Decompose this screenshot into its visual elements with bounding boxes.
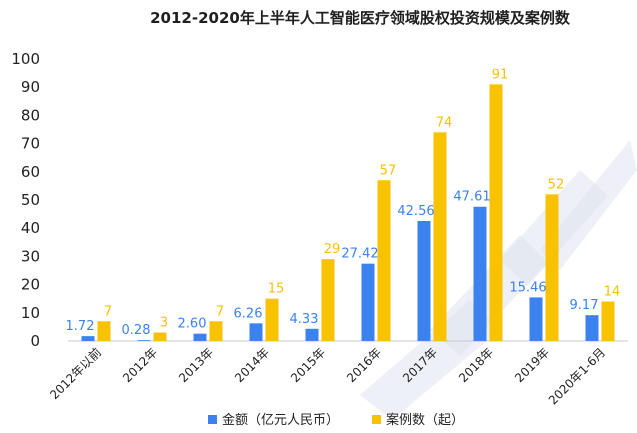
bar-cases-0 bbox=[97, 321, 111, 341]
data-label-cases-9: 14 bbox=[604, 285, 621, 300]
data-label-amount-7: 47.61 bbox=[453, 190, 490, 205]
bar-amount-1 bbox=[137, 340, 151, 341]
y-tick-label: 60 bbox=[21, 163, 40, 181]
data-label-amount-5: 27.42 bbox=[341, 247, 378, 262]
data-label-cases-5: 57 bbox=[380, 163, 397, 178]
bar-cases-3 bbox=[265, 298, 279, 341]
bar-cases-8 bbox=[545, 194, 559, 341]
y-axis: 0 10 20 30 40 50 60 70 80 90 100 bbox=[11, 50, 40, 350]
data-label-amount-8: 15.46 bbox=[509, 280, 546, 295]
data-label-cases-2: 7 bbox=[216, 304, 224, 319]
data-label-amount-2: 2.60 bbox=[178, 317, 207, 332]
legend-swatch-amount bbox=[208, 415, 217, 424]
bars-group bbox=[81, 84, 615, 341]
legend-label-cases: 案例数（起） bbox=[386, 413, 464, 428]
y-tick-label: 100 bbox=[11, 50, 40, 68]
bar-amount-3 bbox=[249, 323, 263, 341]
data-label-cases-4: 29 bbox=[324, 242, 341, 257]
x-tick-label: 2014年 bbox=[232, 345, 272, 385]
y-tick-label: 0 bbox=[30, 332, 40, 350]
y-tick-label: 30 bbox=[21, 247, 40, 265]
bar-amount-0 bbox=[81, 336, 95, 341]
x-tick-label: 2012年 bbox=[120, 345, 160, 385]
bar-amount-7 bbox=[473, 206, 487, 341]
x-tick-label: 2019年 bbox=[512, 345, 552, 385]
legend-label-amount: 金额（亿元人民币） bbox=[222, 412, 339, 428]
bar-amount-4 bbox=[305, 328, 319, 341]
data-label-cases-6: 74 bbox=[436, 115, 453, 130]
bar-cases-7 bbox=[489, 84, 503, 341]
data-label-cases-7: 91 bbox=[492, 67, 509, 82]
y-tick-label: 20 bbox=[21, 276, 40, 294]
legend-swatch-cases bbox=[372, 415, 381, 424]
y-tick-label: 40 bbox=[21, 219, 40, 237]
data-labels-group: 1.72 7 0.28 3 2.60 7 6.26 15 4.33 29 27.42 57 42.56 7… bbox=[66, 67, 621, 338]
y-tick-label: 50 bbox=[21, 191, 40, 209]
legend: 金额（亿元人民币） 案例数（起） bbox=[208, 412, 464, 428]
bar-cases-4 bbox=[321, 259, 335, 341]
y-tick-label: 10 bbox=[21, 304, 40, 322]
bar-cases-2 bbox=[209, 321, 223, 341]
data-label-amount-4: 4.33 bbox=[290, 312, 319, 327]
chart-title: 2012-2020年上半年人工智能医疗领域股权投资规模及案例数 bbox=[150, 9, 571, 27]
bar-amount-6 bbox=[417, 220, 431, 341]
data-label-amount-3: 6.26 bbox=[234, 306, 263, 321]
data-label-cases-0: 7 bbox=[104, 304, 112, 319]
x-tick-label: 2012年以前 bbox=[46, 345, 104, 403]
data-label-amount-1: 0.28 bbox=[122, 323, 151, 338]
x-axis: 2012年以前 2012年 2013年 2014年 2015年 2016年 2017年 201… bbox=[46, 345, 608, 408]
data-label-cases-8: 52 bbox=[548, 177, 565, 192]
data-label-amount-0: 1.72 bbox=[66, 319, 95, 334]
x-tick-label: 2020年1-6月 bbox=[546, 345, 608, 407]
bar-cases-1 bbox=[153, 332, 167, 341]
data-label-amount-6: 42.56 bbox=[397, 204, 434, 219]
bar-amount-8 bbox=[529, 297, 543, 341]
x-tick-label: 2016年 bbox=[344, 345, 384, 385]
bar-amount-2 bbox=[193, 333, 207, 341]
data-label-cases-3: 15 bbox=[268, 282, 285, 297]
bar-amount-5 bbox=[361, 263, 375, 341]
bar-cases-9 bbox=[601, 301, 615, 341]
bar-cases-5 bbox=[377, 180, 391, 341]
x-tick-label: 2015年 bbox=[288, 345, 328, 385]
y-tick-label: 90 bbox=[21, 78, 40, 96]
bar-amount-9 bbox=[585, 315, 599, 341]
bar-cases-6 bbox=[433, 132, 447, 341]
y-tick-label: 70 bbox=[21, 135, 40, 153]
data-label-cases-1: 3 bbox=[160, 316, 168, 331]
data-label-amount-9: 9.17 bbox=[570, 298, 599, 313]
x-tick-label: 2013年 bbox=[176, 345, 216, 385]
y-tick-label: 80 bbox=[21, 106, 40, 124]
